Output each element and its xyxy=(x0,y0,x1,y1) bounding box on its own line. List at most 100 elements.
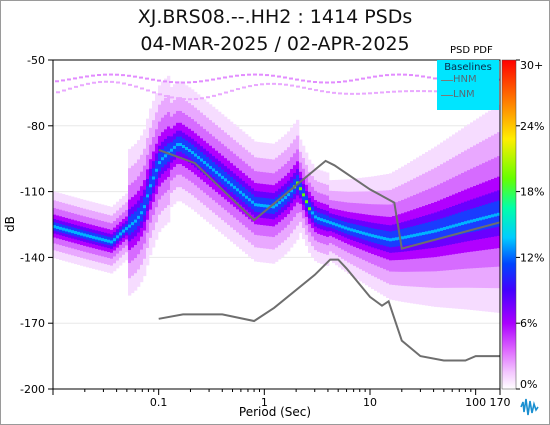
pdf-cell xyxy=(212,168,216,172)
pdf-cell xyxy=(374,234,378,238)
pdf-cell xyxy=(56,91,60,94)
pdf-cell xyxy=(104,80,108,83)
pdf-cell xyxy=(391,73,395,76)
pdf-cell xyxy=(311,211,315,215)
y-tick-label: -200 xyxy=(20,383,45,396)
pdf-cell xyxy=(314,215,318,219)
pdf-cell xyxy=(239,190,243,194)
pdf-cell xyxy=(115,73,119,76)
baseline-hnm xyxy=(158,148,500,250)
pdf-cell xyxy=(319,81,323,84)
pdf-cell xyxy=(356,230,360,234)
colorbar-tick-label: 30+ xyxy=(520,59,543,72)
pdf-cell xyxy=(200,158,204,162)
pdf-cell xyxy=(143,205,147,209)
pdf-cell xyxy=(182,98,186,101)
pdf-cell xyxy=(181,81,185,84)
pdf-cell xyxy=(431,230,435,234)
pdf-cell xyxy=(470,219,474,223)
pdf-cell xyxy=(146,194,150,198)
pdf-cell xyxy=(187,81,191,84)
hnm-line-swatch xyxy=(441,80,453,81)
pdf-cell xyxy=(194,153,198,157)
pdf-cell xyxy=(305,200,309,204)
pdf-cell xyxy=(482,216,486,220)
colorbar-ticks: 30+ 24% 18% 12% 6% 0% xyxy=(516,59,544,391)
pdf-cell xyxy=(428,230,432,234)
pdf-cell xyxy=(437,228,441,232)
x-tick-label: 0.1 xyxy=(150,396,168,409)
pdf-cell xyxy=(62,89,66,92)
pdf-cell xyxy=(119,232,123,236)
pdf-cell xyxy=(332,91,336,94)
chart-title: XJ.BRS08.--.HH2 : 1414 PSDs xyxy=(137,6,413,28)
pdf-cell xyxy=(212,94,216,97)
pdf-cell xyxy=(422,231,426,235)
pdf-cell xyxy=(97,74,101,77)
pdf-cell xyxy=(392,237,396,241)
pdf-cell xyxy=(161,157,165,161)
pdf-cell xyxy=(497,212,500,216)
pdf-cell xyxy=(284,83,288,86)
pdf-cell xyxy=(86,82,90,85)
pdf-cell xyxy=(73,77,77,80)
pdf-cell xyxy=(377,235,381,239)
pdf-cell xyxy=(283,76,287,79)
pdf-cell xyxy=(409,74,413,77)
pdf-cell xyxy=(367,76,371,79)
colorbar-tick-label: 6% xyxy=(520,317,537,330)
x-axis-label: Period (Sec) xyxy=(239,405,311,419)
pdf-cell xyxy=(320,218,324,222)
pdf-cell xyxy=(389,238,393,242)
pdf-cell xyxy=(347,227,351,231)
pdf-cell xyxy=(473,218,477,222)
pdf-cell xyxy=(74,85,78,88)
colorbar-tick-label: 0% xyxy=(520,378,537,391)
pdf-cell xyxy=(362,231,366,235)
pdf-cell xyxy=(203,160,207,164)
pdf-cell xyxy=(230,183,234,187)
pdf-cell xyxy=(163,80,167,83)
pdf-cell xyxy=(361,77,365,80)
pdf-cell xyxy=(407,235,411,239)
colorbar-title: PSD PDF xyxy=(450,45,493,56)
pdf-cell xyxy=(427,76,431,79)
pdf-cell xyxy=(260,83,264,86)
pdf-cell xyxy=(133,75,137,78)
pdf-cell xyxy=(413,233,417,237)
pdf-cell xyxy=(335,223,339,227)
pdf-cell xyxy=(191,151,195,155)
pdf-cell xyxy=(241,74,245,77)
y-axis: -50 -80 -110 -140 -170 -200 xyxy=(20,54,53,396)
pdf-cell xyxy=(103,73,107,76)
pdf-cell xyxy=(343,80,347,83)
legend-title: Baselines xyxy=(444,62,492,73)
pdf-cell xyxy=(205,79,209,82)
pdf-cell xyxy=(194,97,198,100)
pdf-cell xyxy=(290,84,294,87)
pdf-cell xyxy=(53,225,57,229)
pdf-cell xyxy=(308,207,312,211)
pdf-cell xyxy=(223,76,227,79)
pdf-cell xyxy=(206,163,210,167)
pdf-cell xyxy=(217,77,221,80)
pdf-cell xyxy=(464,221,468,225)
pdf-cell xyxy=(157,79,161,82)
pdf-cell xyxy=(175,81,179,84)
pdf-cell xyxy=(176,97,180,100)
pdf-cell xyxy=(193,80,197,83)
pdf-cell xyxy=(380,236,384,240)
pdf-cell xyxy=(68,229,72,233)
pdf-cell xyxy=(236,88,240,91)
pdf-cell xyxy=(296,85,300,88)
pdf-cell xyxy=(368,92,372,95)
pdf-cell xyxy=(151,78,155,81)
pdf-cell xyxy=(55,80,59,83)
pdf-cell xyxy=(386,237,390,241)
pdf-cell xyxy=(313,81,317,84)
pdf-cell xyxy=(206,96,210,99)
pdf-cell xyxy=(259,73,263,76)
pdf-cell xyxy=(230,89,234,92)
pdf-cell xyxy=(350,228,354,232)
pdf-cell xyxy=(218,93,222,96)
